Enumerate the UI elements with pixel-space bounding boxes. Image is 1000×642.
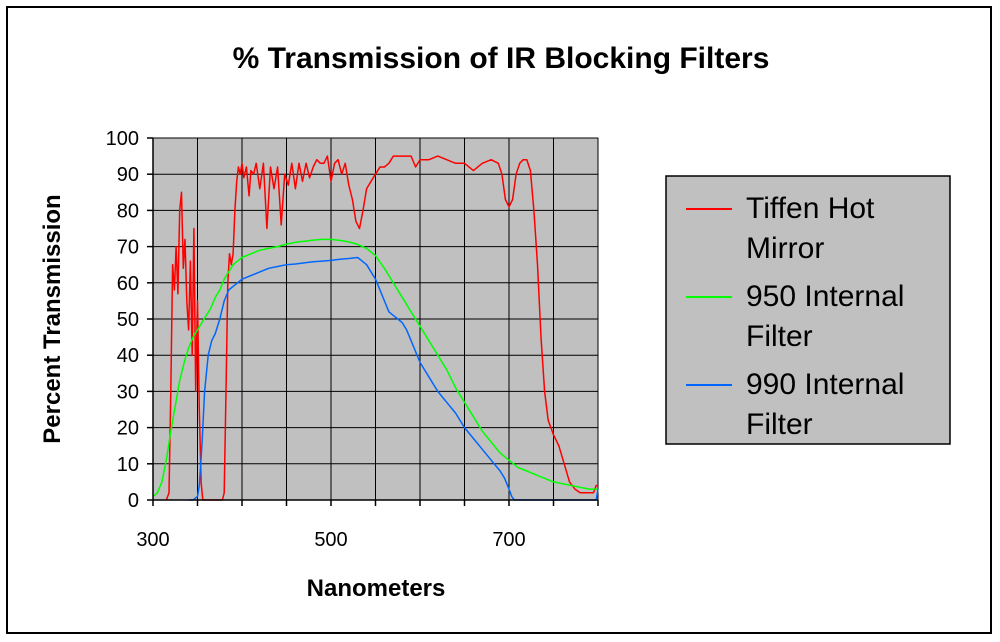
y-tick-label: 30 xyxy=(117,381,139,403)
y-tick-label: 70 xyxy=(117,237,139,259)
y-tick-label: 20 xyxy=(117,418,139,440)
grid-lines xyxy=(153,137,599,500)
legend-label-3: Filter xyxy=(746,408,813,441)
series-line-1 xyxy=(165,155,598,501)
y-axis-label: Percent Transmission xyxy=(39,194,66,443)
y-tick-label: 100 xyxy=(106,128,139,150)
legend-label-1: Tiffen Hot xyxy=(746,192,875,225)
legend-label-3: 990 Internal xyxy=(746,368,904,401)
chart-title: % Transmission of IR Blocking Filters xyxy=(233,42,770,75)
x-tick-label: 700 xyxy=(492,529,525,551)
x-tick-label: 300 xyxy=(136,529,169,551)
series-line-3 xyxy=(188,256,599,501)
series-line-2 xyxy=(152,238,598,497)
legend: Tiffen Hot Mirror 950 Internal Filter 990 In… xyxy=(686,192,904,441)
y-tick-label: 10 xyxy=(117,454,139,476)
legend-label-2: Filter xyxy=(746,320,813,353)
x-axis-label: Nanometers xyxy=(307,575,446,602)
x-tick-labels: 300 500 700 xyxy=(136,500,599,551)
y-tick-label: 40 xyxy=(117,345,139,367)
legend-label-1: Mirror xyxy=(746,232,824,265)
y-tick-labels: 0 10 20 30 40 50 60 70 80 90 100 xyxy=(106,128,153,512)
y-tick-label: 50 xyxy=(117,309,139,331)
legend-label-2: 950 Internal xyxy=(746,280,904,313)
series-lines xyxy=(152,155,599,501)
chart-frame: % Transmission of IR Blocking Filters 0 1… xyxy=(6,6,992,634)
legend-box xyxy=(665,175,951,445)
chart: % Transmission of IR Blocking Filters 0 1… xyxy=(39,42,951,602)
y-tick-label: 0 xyxy=(128,490,139,512)
y-tick-label: 90 xyxy=(117,164,139,186)
y-tick-label: 60 xyxy=(117,273,139,295)
y-tick-label: 80 xyxy=(117,200,139,222)
x-tick-label: 500 xyxy=(314,529,347,551)
